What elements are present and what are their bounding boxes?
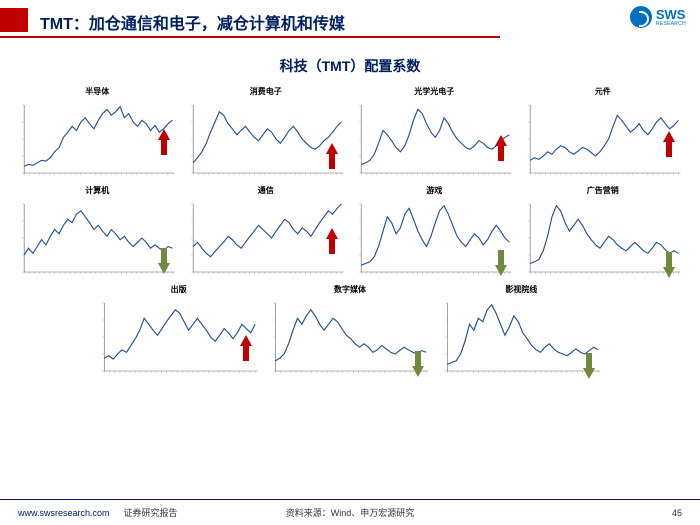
chart-plot: [524, 198, 683, 278]
trend-arrow-up-icon: [494, 133, 508, 163]
trend-arrow-down-icon: [411, 349, 425, 379]
chart-plot: [355, 99, 514, 179]
chart-5: 通信: [187, 185, 346, 278]
trend-arrow-down-icon: [494, 248, 508, 278]
slide-footer: www.swsresearch.com 证券研究报告 资料来源：Wind、申万宏…: [0, 499, 700, 525]
trend-arrow-down-icon: [157, 246, 171, 276]
chart-title: 半导体: [18, 86, 177, 97]
chart-2: 光学光电子: [355, 86, 514, 179]
chart-plot: [269, 297, 430, 377]
logo-sub-text: RESEARCH: [656, 21, 686, 27]
chart-10: 影视院线: [441, 284, 602, 377]
chart-title: 广告营销: [524, 185, 683, 196]
chart-6: 游戏: [355, 185, 514, 278]
trend-arrow-up-icon: [325, 141, 339, 171]
chart-plot: [524, 99, 683, 179]
footer-source: 资料来源：Wind、申万宏源研究: [286, 506, 415, 519]
logo-icon: [630, 6, 652, 28]
chart-title: 元件: [524, 86, 683, 97]
slide-title: TMT：加仓通信和电子，减仓计算机和传媒: [40, 10, 345, 34]
header-accent: [0, 8, 28, 32]
chart-8: 出版: [98, 284, 259, 377]
chart-plot: [18, 99, 177, 179]
chart-plot: [187, 99, 346, 179]
chart-7: 广告营销: [524, 185, 683, 278]
trend-arrow-up-icon: [239, 333, 253, 363]
chart-row-3: 出版 数字媒体 影视院线: [18, 284, 682, 377]
footer-report-label: 证券研究报告: [124, 506, 178, 519]
slide-header: TMT：加仓通信和电子，减仓计算机和传媒 SWS RESEARCH: [0, 0, 700, 42]
chart-plot: [187, 198, 346, 278]
chart-title: 数字媒体: [269, 284, 430, 295]
chart-plot: [355, 198, 514, 278]
trend-arrow-down-icon: [582, 351, 596, 381]
chart-title: 通信: [187, 185, 346, 196]
footer-page-number: 45: [672, 508, 682, 518]
chart-3: 元件: [524, 86, 683, 179]
chart-title: 影视院线: [441, 284, 602, 295]
chart-title: 光学光电子: [355, 86, 514, 97]
chart-section-title: 科技（TMT）配置系数: [0, 56, 700, 76]
chart-1: 消费电子: [187, 86, 346, 179]
trend-arrow-down-icon: [662, 250, 676, 280]
trend-arrow-up-icon: [662, 129, 676, 159]
chart-0: 半导体: [18, 86, 177, 179]
trend-arrow-up-icon: [157, 127, 171, 157]
chart-title: 消费电子: [187, 86, 346, 97]
footer-url: www.swsresearch.com: [18, 508, 110, 518]
sws-logo: SWS RESEARCH: [630, 6, 686, 28]
chart-4: 计算机: [18, 185, 177, 278]
logo-main-text: SWS: [656, 8, 686, 21]
chart-grid: 半导体 消费电子 光学光电子 元件: [0, 86, 700, 377]
chart-title: 出版: [98, 284, 259, 295]
chart-title: 计算机: [18, 185, 177, 196]
trend-arrow-up-icon: [325, 226, 339, 256]
chart-title: 游戏: [355, 185, 514, 196]
header-underline: [0, 36, 500, 38]
chart-plot: [441, 297, 602, 377]
chart-plot: [18, 198, 177, 278]
chart-plot: [98, 297, 259, 377]
chart-9: 数字媒体: [269, 284, 430, 377]
